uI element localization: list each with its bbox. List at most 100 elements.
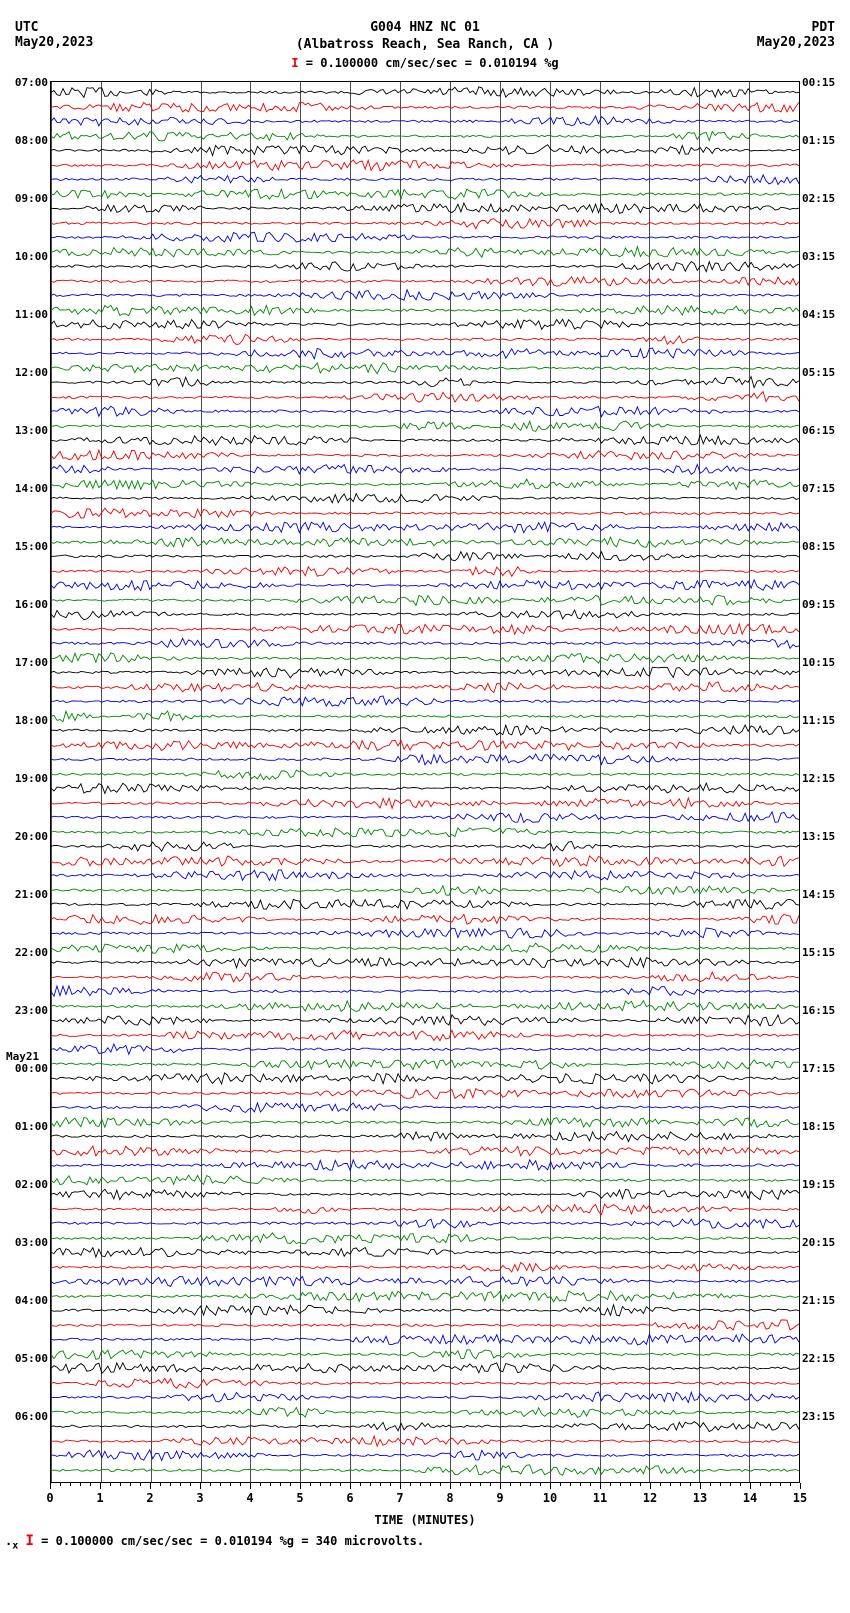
time-label-left: 19:00 (6, 772, 48, 785)
x-tick-minor (660, 1483, 661, 1486)
x-tick-label: 7 (396, 1491, 403, 1505)
x-tick-minor (90, 1483, 91, 1486)
x-tick-minor (690, 1483, 691, 1486)
time-label-right: 02:15 (802, 192, 844, 205)
x-tick-minor (80, 1483, 81, 1486)
x-tick-minor (390, 1483, 391, 1486)
x-tick-minor (730, 1483, 731, 1486)
x-tick-label: 4 (246, 1491, 253, 1505)
time-label-left: 16:00 (6, 598, 48, 611)
footer: .x I = 0.100000 cm/sec/sec = 0.010194 %g… (0, 1523, 850, 1551)
x-tick-minor (610, 1483, 611, 1486)
x-tick-minor (270, 1483, 271, 1486)
time-label-right: 08:15 (802, 540, 844, 553)
time-label-right: 17:15 (802, 1062, 844, 1075)
time-label-left: 02:00 (6, 1178, 48, 1191)
x-tick-minor (360, 1483, 361, 1486)
x-tick-minor (670, 1483, 671, 1486)
x-tick-minor (740, 1483, 741, 1486)
time-label-right: 15:15 (802, 946, 844, 959)
x-tick (650, 1483, 651, 1489)
x-tick (600, 1483, 601, 1489)
station-location: (Albatross Reach, Sea Ranch, CA ) (291, 37, 558, 54)
time-label-right: 00:15 (802, 76, 844, 89)
x-tick-minor (340, 1483, 341, 1486)
x-tick-minor (210, 1483, 211, 1486)
x-tick (150, 1483, 151, 1489)
x-tick-minor (230, 1483, 231, 1486)
scale-bar-icon: I (291, 56, 298, 70)
x-tick-label: 0 (46, 1491, 53, 1505)
x-tick-minor (410, 1483, 411, 1486)
time-label-left: 17:00 (6, 656, 48, 669)
x-tick-minor (430, 1483, 431, 1486)
x-tick (50, 1483, 51, 1489)
x-tick-label: 5 (296, 1491, 303, 1505)
time-label-right: 18:15 (802, 1120, 844, 1133)
x-tick-label: 12 (643, 1491, 657, 1505)
x-tick (250, 1483, 251, 1489)
right-date: May20,2023 (757, 35, 835, 50)
x-tick-minor (220, 1483, 221, 1486)
x-tick-minor (60, 1483, 61, 1486)
x-tick-minor (540, 1483, 541, 1486)
trace-row (51, 1460, 799, 1481)
right-header: PDT May20,2023 (757, 20, 835, 50)
time-label-left: 09:00 (6, 192, 48, 205)
time-label-right: 05:15 (802, 366, 844, 379)
x-tick-minor (560, 1483, 561, 1486)
right-tz: PDT (757, 20, 835, 35)
x-tick-label: 14 (743, 1491, 757, 1505)
plot-area: 07:0008:0009:0010:0011:0012:0013:0014:00… (50, 81, 800, 1483)
x-axis-title: TIME (MINUTES) (50, 1513, 800, 1527)
x-tick-minor (290, 1483, 291, 1486)
x-tick (350, 1483, 351, 1489)
time-label-left: 01:00 (6, 1120, 48, 1133)
time-label-left: 22:00 (6, 946, 48, 959)
x-tick-minor (70, 1483, 71, 1486)
x-tick-minor (170, 1483, 171, 1486)
grid-line (799, 82, 800, 1482)
header-row: UTC May20,2023 G004 HNZ NC 01 (Albatross… (0, 20, 850, 71)
x-tick-minor (370, 1483, 371, 1486)
x-tick-minor (570, 1483, 571, 1486)
x-tick-label: 9 (496, 1491, 503, 1505)
scale-bar-icon: I (26, 1533, 34, 1549)
time-label-right: 04:15 (802, 308, 844, 321)
time-label-left: 12:00 (6, 366, 48, 379)
time-label-left: 20:00 (6, 830, 48, 843)
time-label-right: 09:15 (802, 598, 844, 611)
x-tick-label: 15 (793, 1491, 807, 1505)
x-tick-minor (190, 1483, 191, 1486)
x-tick-minor (120, 1483, 121, 1486)
time-label-left: 00:00 (6, 1062, 48, 1075)
station-id: G004 HNZ NC 01 (291, 20, 558, 37)
time-label-left: 21:00 (6, 888, 48, 901)
x-tick-label: 8 (446, 1491, 453, 1505)
x-tick-label: 10 (543, 1491, 557, 1505)
x-tick-label: 1 (96, 1491, 103, 1505)
time-label-left: 03:00 (6, 1236, 48, 1249)
x-tick-minor (770, 1483, 771, 1486)
x-tick-minor (380, 1483, 381, 1486)
time-label-left: 07:00 (6, 76, 48, 89)
x-tick (700, 1483, 701, 1489)
x-tick-label: 2 (146, 1491, 153, 1505)
x-tick-minor (320, 1483, 321, 1486)
x-tick-label: 13 (693, 1491, 707, 1505)
x-tick-minor (520, 1483, 521, 1486)
time-label-right: 10:15 (802, 656, 844, 669)
time-label-left: 14:00 (6, 482, 48, 495)
x-tick-minor (530, 1483, 531, 1486)
time-label-right: 07:15 (802, 482, 844, 495)
x-tick-label: 6 (346, 1491, 353, 1505)
time-label-right: 13:15 (802, 830, 844, 843)
x-tick-label: 3 (196, 1491, 203, 1505)
time-label-right: 01:15 (802, 134, 844, 147)
x-tick-minor (440, 1483, 441, 1486)
time-label-left: 04:00 (6, 1294, 48, 1307)
time-label-right: 20:15 (802, 1236, 844, 1249)
time-label-left: 08:00 (6, 134, 48, 147)
x-tick-minor (140, 1483, 141, 1486)
x-tick-minor (180, 1483, 181, 1486)
